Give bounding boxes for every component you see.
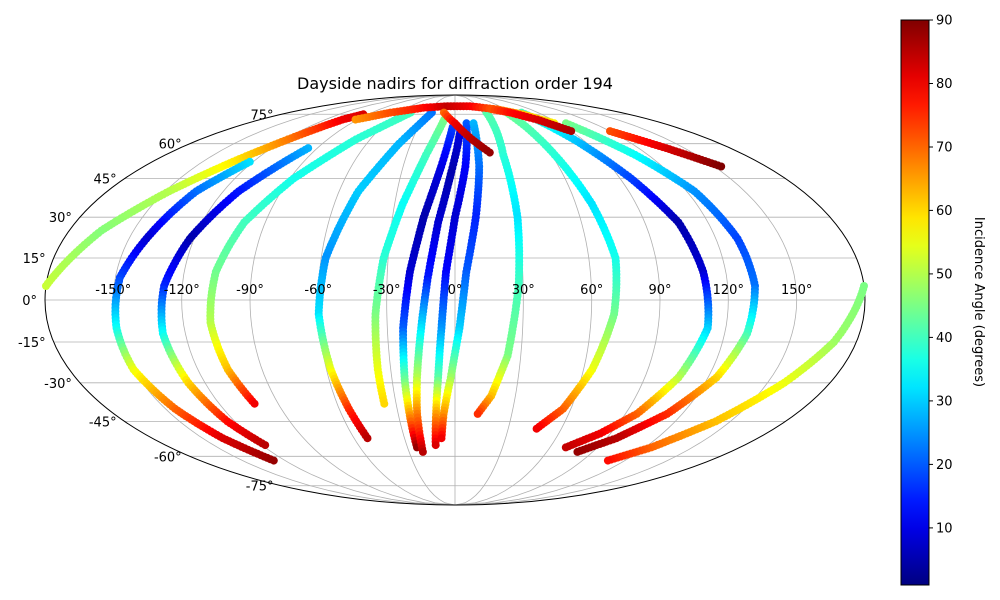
data-point bbox=[567, 127, 576, 136]
data-point bbox=[431, 441, 440, 450]
data-point bbox=[269, 456, 278, 465]
x-tick-label: 30° bbox=[512, 283, 535, 298]
colorbar-tick-label: 30 bbox=[936, 394, 953, 409]
colorbar-tick-label: 20 bbox=[936, 458, 953, 473]
track-15 bbox=[606, 127, 726, 171]
track-19 bbox=[487, 105, 576, 136]
colorbar-tick-label: 90 bbox=[936, 14, 953, 29]
colorbar-tick-label: 50 bbox=[936, 267, 953, 282]
colorbar-tick-label: 60 bbox=[936, 204, 953, 219]
track-5 bbox=[314, 108, 436, 443]
data-point bbox=[603, 456, 612, 465]
data-point bbox=[380, 399, 389, 408]
track-2 bbox=[111, 157, 278, 465]
x-tick-label: -60° bbox=[304, 283, 332, 298]
data-point bbox=[485, 148, 494, 157]
colorbar-tick-label: 40 bbox=[936, 331, 953, 346]
y-tick-label: -30° bbox=[44, 377, 72, 392]
data-point bbox=[437, 434, 446, 443]
data-point bbox=[418, 447, 427, 456]
y-tick-label: 15° bbox=[23, 252, 46, 267]
x-tick-label: 120° bbox=[713, 283, 744, 298]
colorbar-label: Incidence Angle (degrees) bbox=[971, 217, 986, 387]
y-tick-label: -45° bbox=[89, 415, 117, 430]
colorbar-tick-label: 10 bbox=[936, 521, 953, 536]
y-tick-label: -60° bbox=[154, 450, 182, 465]
track-14 bbox=[561, 119, 759, 456]
track-12 bbox=[502, 108, 621, 433]
track-6 bbox=[371, 115, 449, 408]
x-tick-label: 60° bbox=[580, 283, 603, 298]
y-tick-label: 45° bbox=[94, 173, 117, 188]
chart-title: Dayside nadirs for diffraction order 194 bbox=[297, 74, 613, 93]
data-point bbox=[261, 441, 270, 450]
track-16 bbox=[603, 282, 868, 465]
x-tick-label: 0° bbox=[448, 283, 463, 298]
colorbar-gradient bbox=[900, 19, 930, 586]
data-points bbox=[42, 102, 868, 465]
y-tick-label: 75° bbox=[250, 108, 273, 123]
y-tick-label: 0° bbox=[22, 294, 37, 309]
y-tick-label: -15° bbox=[18, 336, 46, 351]
map-boundary bbox=[44, 94, 866, 506]
colorbar-ticks: 10 20 30 40 50 60 70 80 90 bbox=[929, 14, 953, 536]
track-4 bbox=[206, 108, 415, 408]
grid-meridian bbox=[454, 95, 798, 505]
data-point bbox=[363, 434, 372, 443]
colorbar-tick-label: 80 bbox=[936, 77, 953, 92]
latitude-tick-labels: -75° -60° -45° -30° -15° 0° 15° 30° 45° 60° 75° bbox=[18, 108, 274, 494]
data-point bbox=[717, 162, 726, 171]
track-7 bbox=[399, 123, 457, 452]
y-tick-label: 60° bbox=[159, 138, 182, 153]
data-point bbox=[532, 424, 541, 433]
grid-meridian bbox=[386, 95, 456, 505]
x-tick-label: 150° bbox=[781, 283, 812, 298]
y-tick-label: -75° bbox=[246, 480, 274, 495]
data-point bbox=[473, 409, 482, 418]
x-tick-label: -90° bbox=[236, 283, 264, 298]
x-tick-label: -30° bbox=[373, 283, 401, 298]
track-3 bbox=[157, 144, 313, 450]
track-11 bbox=[473, 108, 524, 418]
colorbar: 10 20 30 40 50 60 70 80 90 Incidence Angle (degr… bbox=[900, 14, 986, 586]
data-point bbox=[561, 443, 570, 452]
data-point bbox=[573, 447, 582, 456]
colorbar-tick-label: 70 bbox=[936, 141, 953, 156]
x-tick-label: -150° bbox=[95, 283, 131, 298]
data-point bbox=[250, 399, 259, 408]
longitude-tick-labels: -150° -120° -90° -60° -30° 0° 30° 60° 90° 120° 150… bbox=[95, 283, 812, 298]
track-8 bbox=[412, 127, 465, 456]
y-tick-label: 30° bbox=[49, 211, 72, 226]
grid-meridian bbox=[249, 95, 456, 505]
track-18 bbox=[439, 108, 494, 157]
track-10 bbox=[437, 119, 484, 443]
x-tick-label: 90° bbox=[648, 283, 671, 298]
track-1 bbox=[42, 110, 368, 290]
x-tick-label: -120° bbox=[164, 283, 200, 298]
